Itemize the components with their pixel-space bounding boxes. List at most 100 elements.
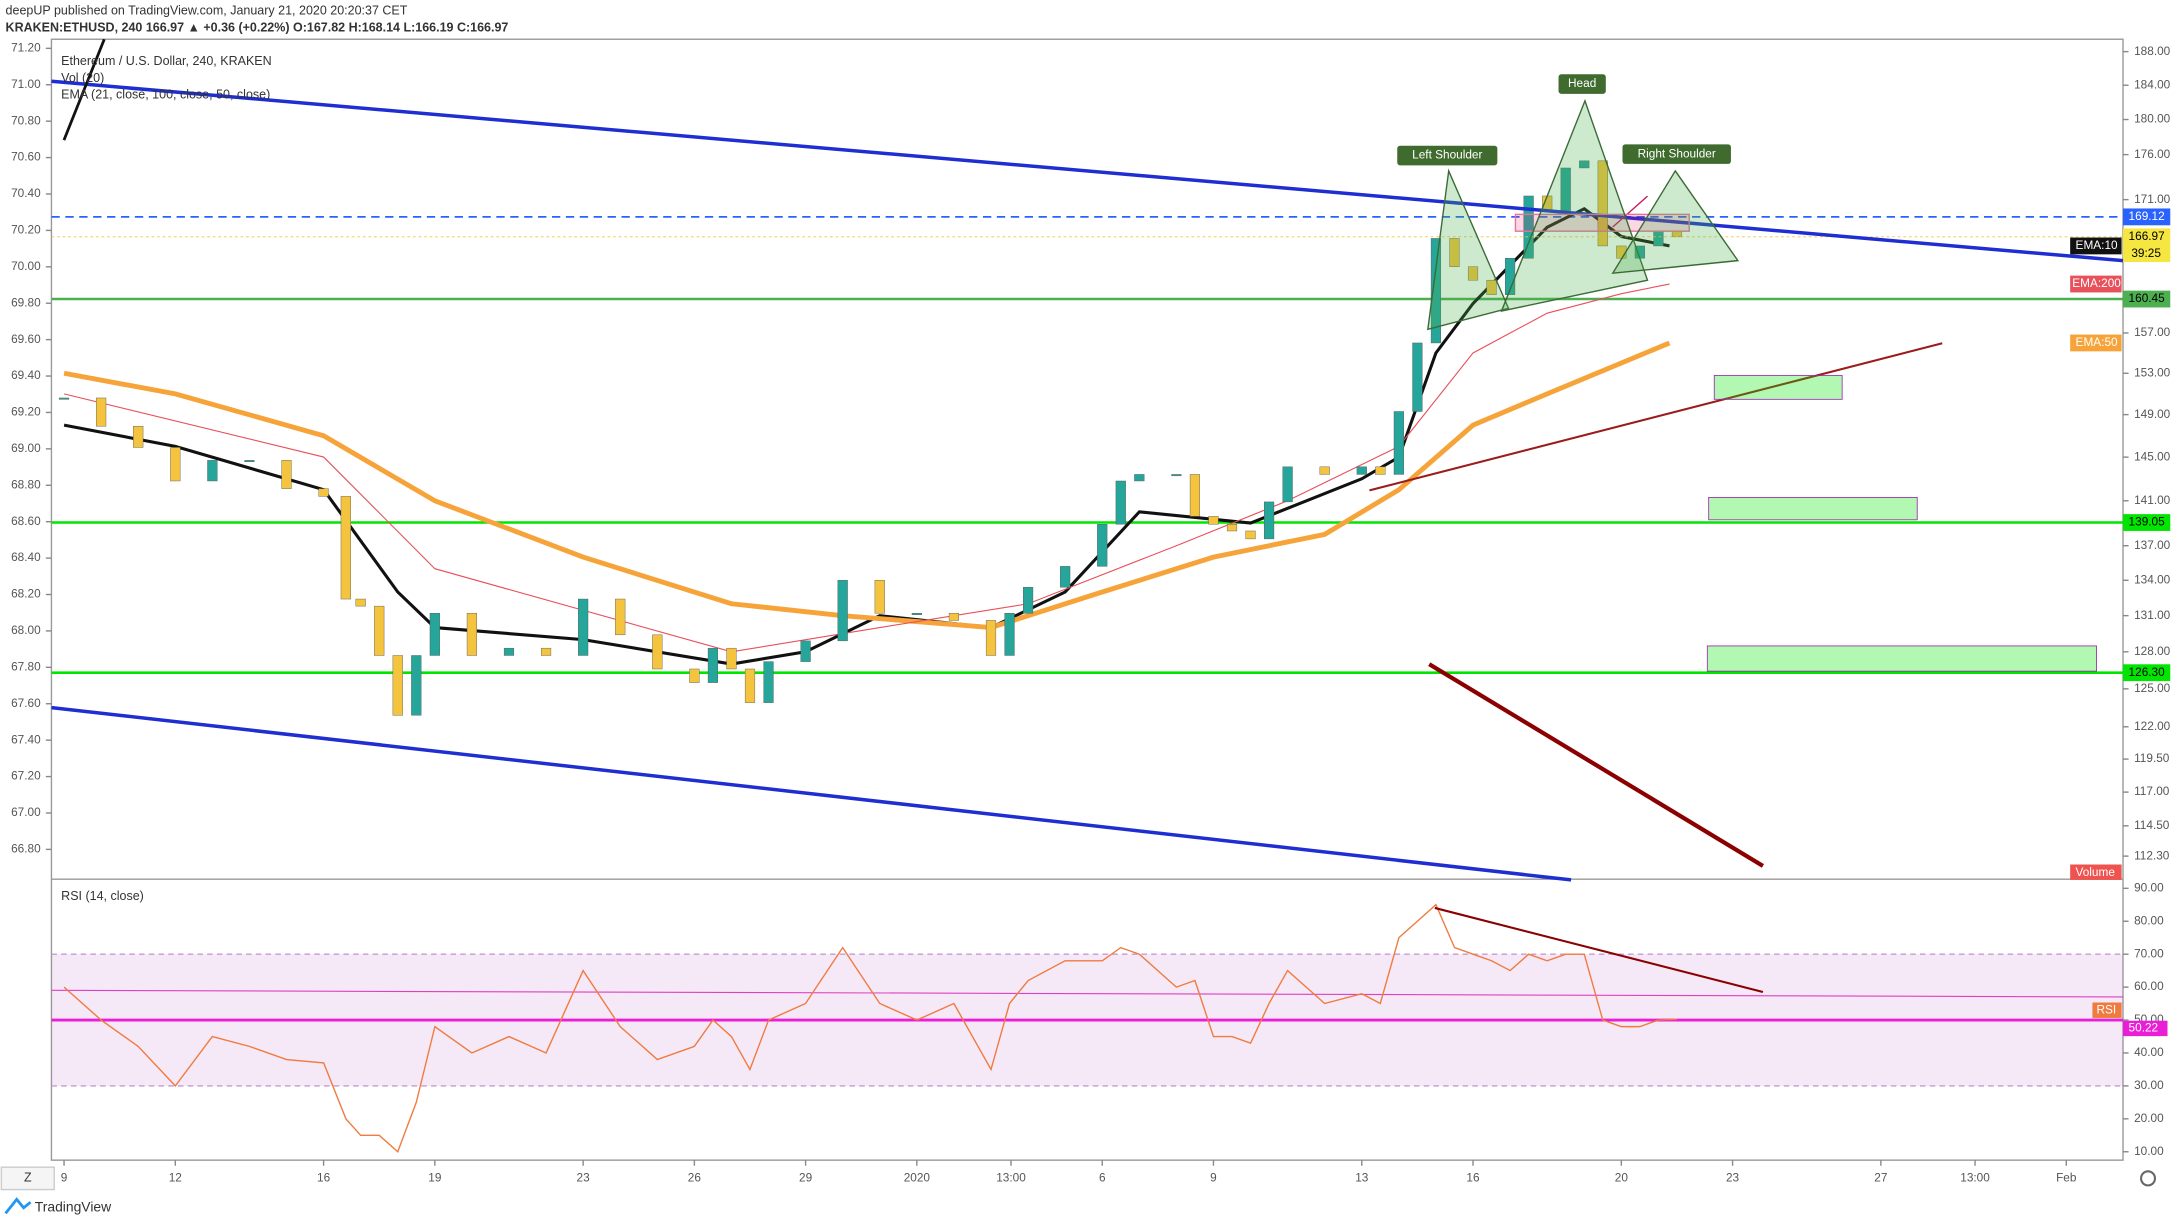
candle [1282,466,1293,503]
candle [1097,524,1108,567]
x-tick-label: 23 [1726,1170,1740,1184]
y-tick-label: 131.00 [2134,608,2171,622]
x-tick-label: 2020 [904,1170,931,1184]
y2-tick-label: 69.20 [11,405,41,419]
zone [1708,496,1918,521]
zone [1713,375,1843,400]
candle [1189,474,1201,517]
rsi-trendline [1434,906,1764,994]
candle [1393,411,1404,475]
candle [744,668,756,703]
level-label: 169.12 [2129,209,2165,223]
rsi-tick-label: 60.00 [2134,979,2164,993]
candle [58,397,70,400]
y-tick-label: 157.00 [2134,325,2171,339]
rsi-last-label: 50.22 [2129,1021,2159,1035]
candle [466,613,477,656]
symbol-line: KRAKEN:ETHUSD, 240 166.97 ▲ +0.36 (+0.22… [6,20,509,34]
candle [874,580,885,614]
y2-tick-label: 70.00 [11,259,41,273]
candle [1264,501,1275,540]
brand-logo [4,1197,32,1215]
trendline [62,38,106,141]
ema-tag [2070,334,2122,352]
candle [392,655,403,716]
trendline [1612,195,1648,228]
candle [1412,342,1423,412]
candle [170,447,181,482]
candle [1226,524,1238,532]
trendline [1428,662,1764,868]
zoom-button[interactable] [0,1166,55,1191]
candle [1023,587,1034,614]
ema-label: EMA:10 [2076,238,2118,252]
y-tick-label: 122.00 [2134,719,2171,733]
x-tick-label: 6 [1099,1170,1106,1184]
ema-line [63,206,1670,666]
candle [689,668,700,683]
candle [837,580,848,642]
volume-label: Volume [2075,865,2115,879]
countdown: 39:25 [2131,246,2161,260]
y-tick-label: 171.00 [2134,192,2171,206]
brand: TradingView [35,1198,112,1214]
y2-tick-label: 70.80 [11,113,41,127]
candle [340,496,351,600]
candle [1208,516,1219,525]
rsi-line [63,903,1678,1153]
trendline [51,705,1572,882]
x-tick-label: 9 [1210,1170,1217,1184]
candle [355,598,366,607]
candle [1245,530,1256,540]
x-tick-label: 19 [428,1170,442,1184]
y2-tick-label: 68.00 [11,623,41,637]
y-tick-label: 114.50 [2134,818,2170,832]
y-tick-label: 128.00 [2134,644,2171,658]
candle [1597,160,1608,247]
candle [1134,474,1145,482]
rsi-tick-label: 20.00 [2134,1111,2164,1125]
x-tick-label: 13 [1355,1170,1369,1184]
zoom-label[interactable]: Z [24,1171,32,1185]
x-tick-label: 23 [577,1170,591,1184]
ema-label: EMA:200 [2072,276,2121,290]
annotation-box [1397,145,1498,166]
legend-title: Ethereum / U.S. Dollar, 240, KRAKEN [61,54,271,68]
trendline [51,79,2124,263]
candle [503,647,515,656]
candle [1356,466,1367,475]
x-tick-label: 20 [1615,1170,1629,1184]
x-tick-label: 29 [799,1170,813,1184]
y-tick-label: 176.00 [2134,147,2171,161]
candle [1449,238,1460,267]
candle [1523,195,1534,259]
candle [1060,566,1071,588]
y2-tick-label: 68.20 [11,587,41,601]
pattern-triangle [1611,169,1740,275]
candle [281,460,292,489]
candle [1171,474,1182,477]
y2-tick-label: 71.20 [11,40,41,54]
y-tick-label: 188.00 [2134,44,2171,58]
ema-line [63,340,1671,631]
rsi-last-tag [2122,1020,2168,1037]
rsi-name-tag [2092,1002,2122,1018]
y-tick-label: 153.00 [2134,365,2171,379]
x-tick-label: 13:00 [996,1170,1026,1184]
zone [1706,645,2097,672]
annotation: Head [1568,76,1596,90]
level-tag [2122,290,2171,308]
candle [726,647,737,670]
y2-tick-label: 69.00 [11,441,41,455]
candle [207,460,218,482]
y2-tick-label: 69.40 [11,368,41,382]
x-tick-label: 12 [169,1170,182,1184]
y-tick-label: 145.00 [2134,449,2171,463]
settings-icon[interactable] [2140,1170,2157,1187]
candle [411,655,422,716]
y2-tick-label: 67.80 [11,659,41,673]
y2-tick-label: 67.20 [11,769,41,783]
y-tick-label: 125.00 [2134,681,2171,695]
ema-line [63,283,1670,653]
